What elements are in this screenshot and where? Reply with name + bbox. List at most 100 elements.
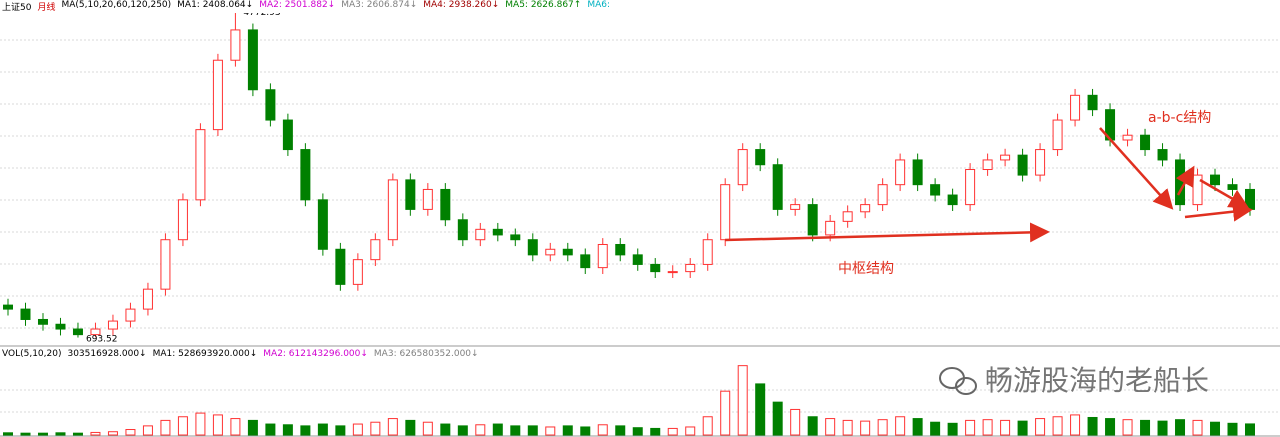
- volume-bar: [90, 431, 101, 436]
- header-item: MA2: 2501.882↓: [259, 0, 336, 10]
- candle-body: [1035, 149, 1046, 176]
- candle-body: [562, 248, 573, 256]
- header-item: 上证50: [2, 3, 32, 13]
- volume-bar: [72, 432, 83, 436]
- volume-bar: [247, 419, 258, 436]
- volume-bar: [895, 416, 906, 436]
- candle-body: [90, 328, 101, 336]
- volume-bar: [720, 390, 731, 436]
- candle-body: [545, 248, 556, 256]
- candle-body: [877, 184, 888, 206]
- volume-bar: [335, 425, 346, 436]
- volume-bar: [492, 423, 503, 436]
- candle-body: [20, 308, 31, 320]
- volume-bar: [965, 419, 976, 436]
- volume-bar: [807, 416, 818, 436]
- trend-arrows: [724, 127, 1253, 243]
- volume-bar: [930, 421, 941, 436]
- candle-body: [265, 89, 276, 121]
- candle-body: [772, 164, 783, 210]
- volume-bar: [737, 365, 748, 436]
- candle-body: [1087, 94, 1098, 111]
- header-item: MA5: 2626.867↑: [505, 0, 582, 10]
- candle-body: [685, 263, 696, 273]
- price-header: 上证50 月线 MA(5,10,20,60,120,250) MA1: 2408.06…: [2, 0, 610, 13]
- candle-body: [475, 228, 486, 241]
- candle-body: [72, 328, 83, 336]
- volume-bar: [772, 401, 783, 436]
- candle-body: [230, 29, 241, 61]
- header-item: MA3: 2606.874↓: [341, 0, 418, 10]
- header-item: VOL(5,10,20): [2, 349, 62, 359]
- volume-bar: [562, 425, 573, 436]
- volume-bar: [37, 432, 48, 436]
- volume-bar: [842, 419, 853, 436]
- volume-bar: [580, 426, 591, 436]
- volume-bar: [422, 421, 433, 436]
- candle-body: [527, 239, 538, 256]
- volume-bar: [1000, 419, 1011, 436]
- candle-body: [3, 304, 13, 310]
- candle-body: [1000, 154, 1011, 161]
- volume-bar: [265, 423, 276, 436]
- header-item: MA1: 528693920.000↓: [152, 349, 258, 359]
- candle-body: [702, 239, 713, 265]
- header-item: MA(5,10,20,60,120,250): [61, 0, 172, 10]
- volume-bar: [685, 426, 696, 436]
- volume-bar: [457, 425, 468, 436]
- volume-bar: [702, 416, 713, 436]
- watermark: 畅游股海的老船长: [985, 364, 1209, 397]
- candle-body: [457, 219, 468, 241]
- candle-body: [37, 318, 48, 325]
- candle-body: [317, 199, 328, 250]
- candle-body: [632, 254, 643, 265]
- volume-bar: [300, 425, 311, 436]
- candle-body: [737, 149, 748, 186]
- volume-bar: [860, 420, 871, 436]
- volume-bar: [1087, 416, 1098, 436]
- volume-bar: [107, 431, 118, 436]
- candle-body: [1210, 174, 1221, 186]
- candle-body: [55, 323, 66, 330]
- header-item: MA1: 2408.064↓: [177, 0, 254, 10]
- candle-body: [125, 308, 136, 322]
- extreme-label: 4772.93: [243, 8, 280, 18]
- volume-bar: [1035, 418, 1046, 436]
- candle-body: [440, 188, 451, 221]
- volume-bar: [1052, 416, 1063, 436]
- volume-bar: [1017, 420, 1028, 436]
- candle-body: [615, 243, 626, 256]
- volume-bar: [370, 421, 381, 436]
- candle-body: [282, 119, 293, 151]
- volume-bar: [1210, 421, 1221, 436]
- candle-body: [947, 194, 958, 206]
- candle-body: [1227, 184, 1238, 190]
- candle-body: [1245, 188, 1255, 210]
- extreme-label: 693.52: [86, 335, 118, 345]
- volume-bar: [632, 427, 643, 436]
- volume-bar: [510, 425, 521, 436]
- candle-body: [965, 169, 976, 206]
- volume-bar: [790, 408, 801, 436]
- candle-body: [1052, 119, 1063, 151]
- volume-bar: [125, 429, 136, 436]
- candle-body: [1017, 154, 1028, 176]
- candle-body: [1192, 174, 1203, 206]
- volume-bar: [667, 427, 678, 436]
- volume-bar: [1192, 419, 1203, 436]
- candle-body: [422, 188, 433, 210]
- candle-body: [212, 59, 223, 131]
- header-item: MA2: 612143296.000↓: [263, 349, 368, 359]
- volume-bar: [527, 425, 538, 436]
- volume-bar: [755, 383, 766, 436]
- candle-body: [492, 228, 503, 236]
- candle-body: [247, 29, 258, 91]
- volume-bar: [1157, 420, 1168, 436]
- volume-bar: [825, 418, 836, 436]
- candle-body: [1140, 134, 1151, 151]
- candle-body: [1157, 149, 1168, 161]
- candle-body: [195, 129, 206, 201]
- candle-body: [142, 288, 153, 310]
- volume-bar: [912, 418, 923, 436]
